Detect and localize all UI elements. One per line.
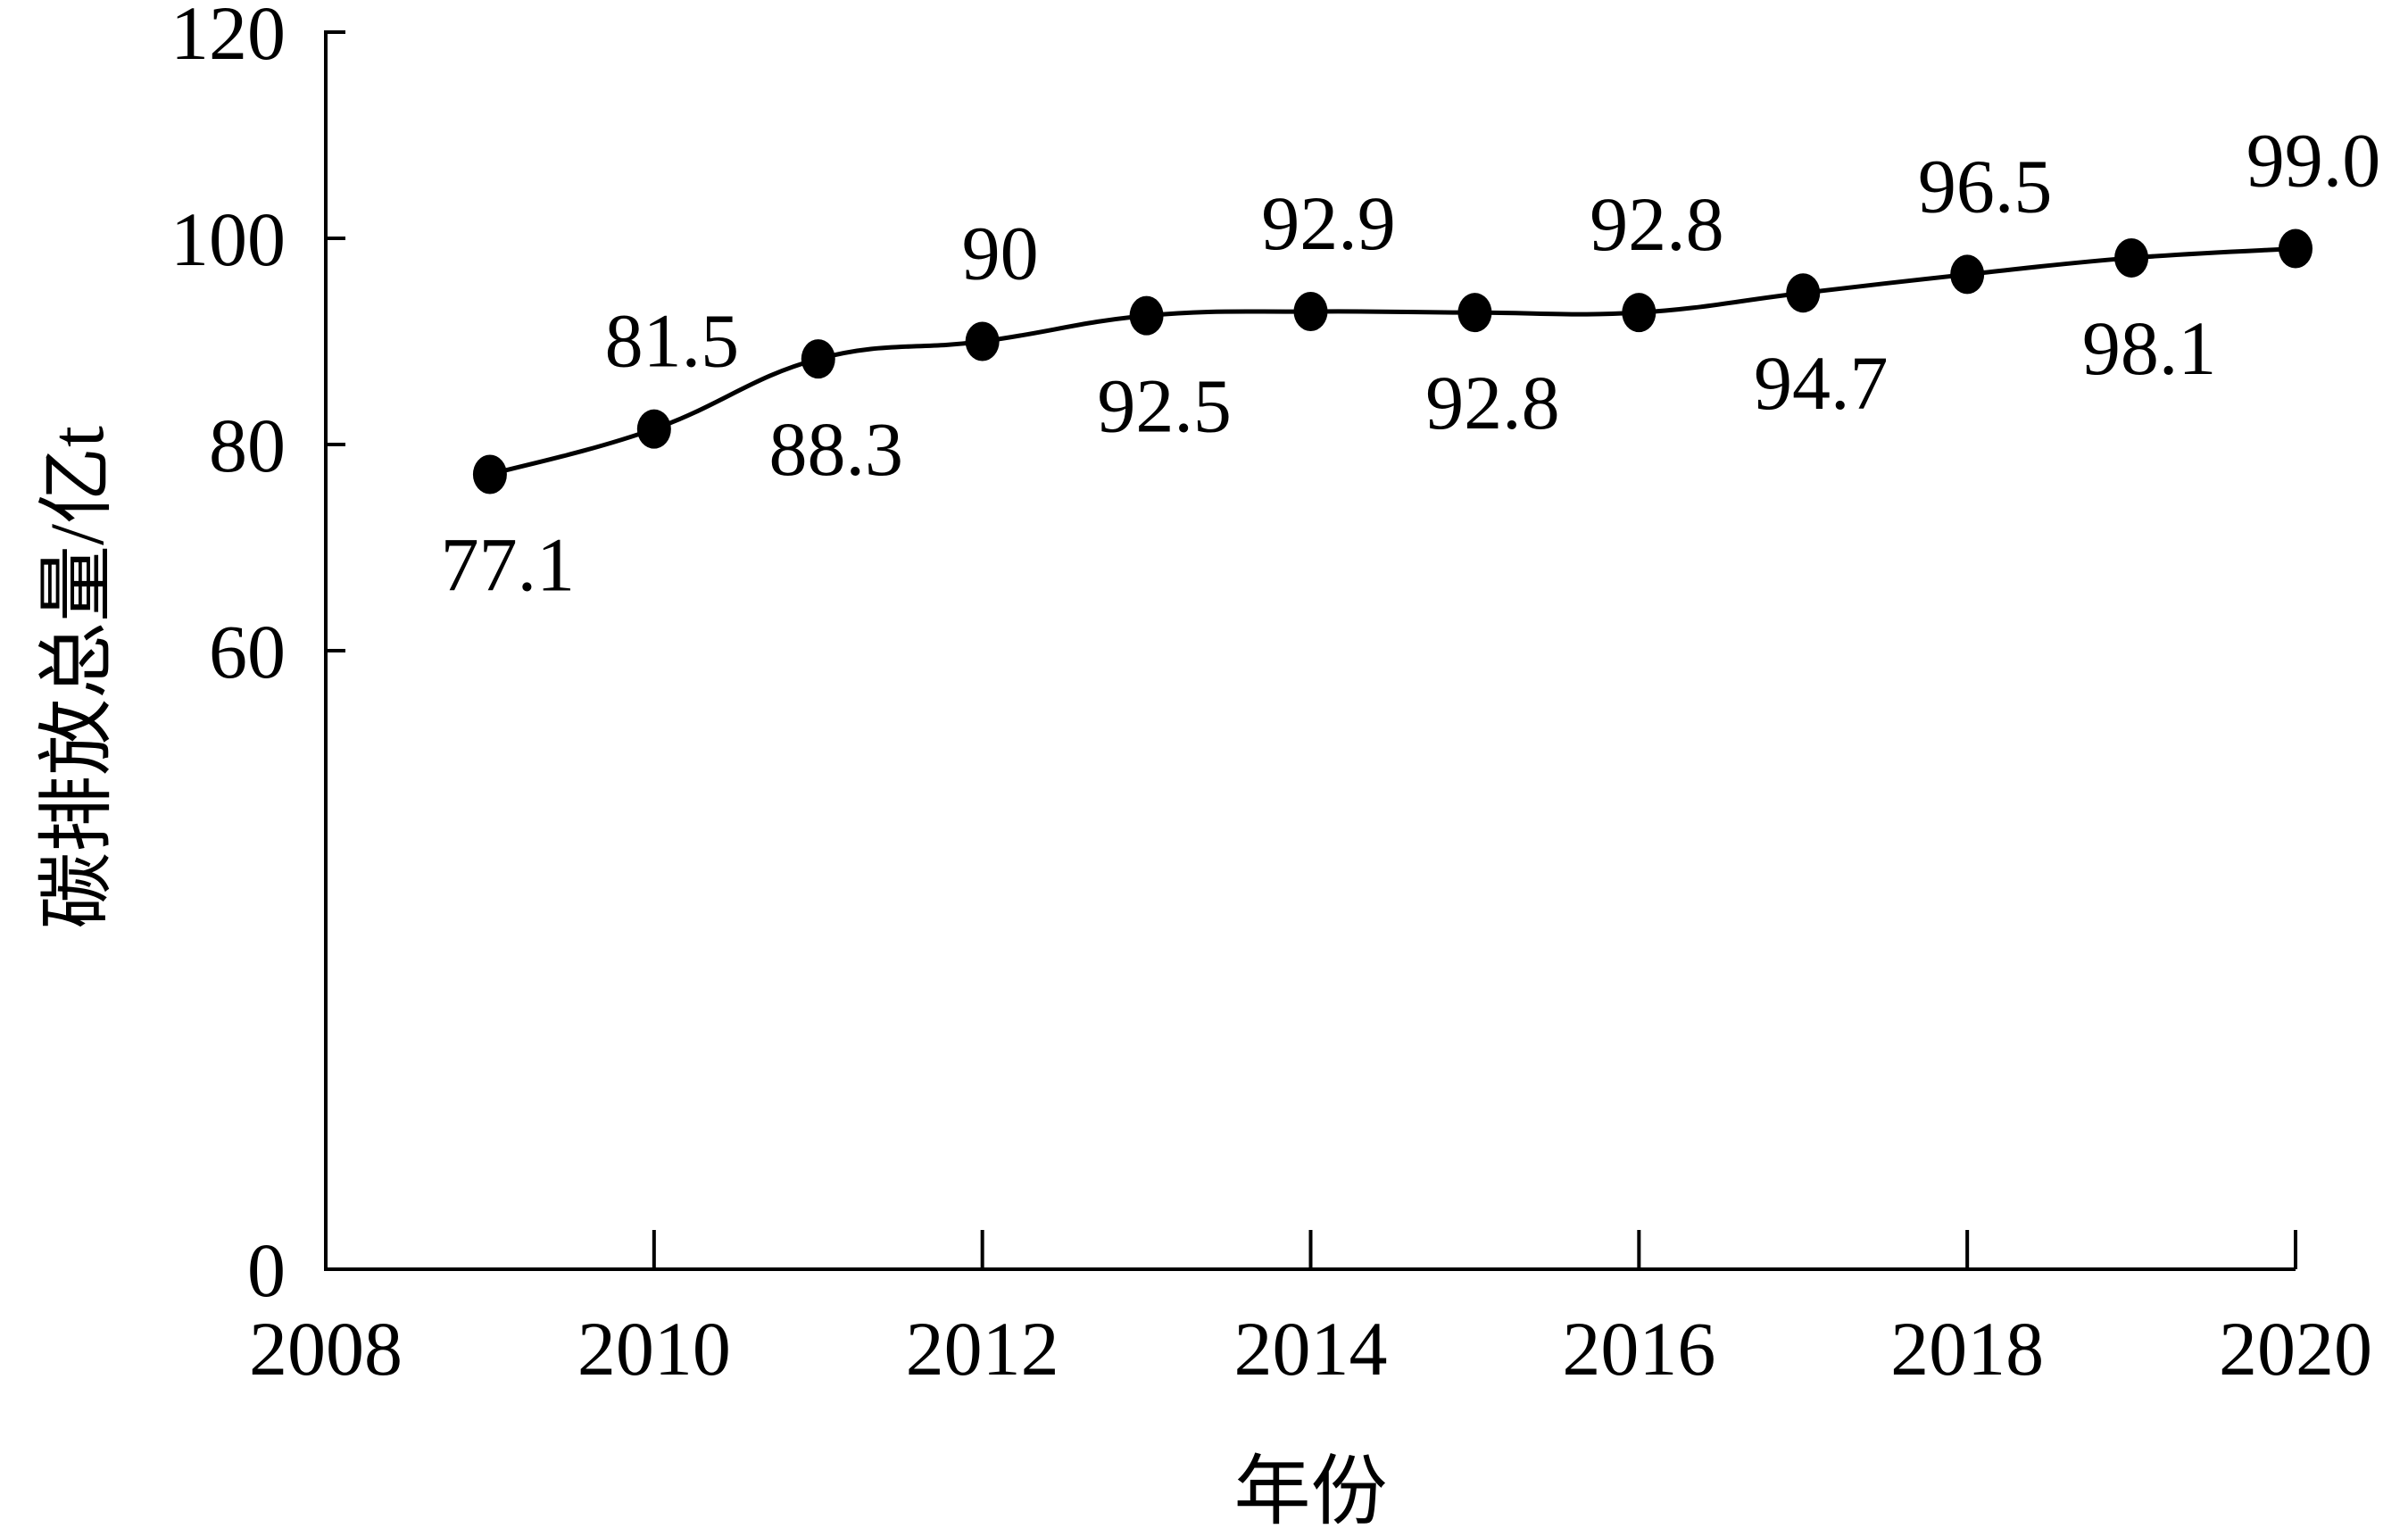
x-tick-label: 2016	[1562, 1306, 1715, 1392]
data-label-2017: 94.7	[1754, 340, 1889, 426]
x-tick-label: 2018	[1890, 1306, 2044, 1392]
y-tick-label: 100	[170, 196, 286, 282]
data-point-2010	[636, 409, 671, 449]
data-label-2009: 77.1	[441, 521, 576, 607]
x-axis-ticks: 2008 2010 2012 2014 2016 2018 2020	[249, 1230, 2372, 1392]
data-point-2020	[2279, 228, 2313, 269]
data-point-2019	[2114, 237, 2149, 278]
data-label-2011: 88.3	[769, 406, 904, 492]
y-tick-label: 80	[209, 403, 286, 488]
data-label-2013: 92.5	[1097, 363, 1232, 449]
y-tick-label: 120	[170, 0, 286, 76]
series-line	[489, 246, 2296, 477]
x-tick-label: 2010	[577, 1306, 731, 1392]
data-label-2020: 99.0	[2246, 118, 2381, 204]
data-labels: 77.1 81.5 88.3 90 92.5 92.9 92.8 92.8 94.7 96.5 98…	[441, 118, 2381, 608]
data-point-2017	[1786, 273, 1821, 313]
data-point-2009	[472, 454, 507, 494]
data-point-2016	[1622, 293, 1657, 333]
x-tick-label: 2020	[2219, 1306, 2372, 1392]
data-point-2014	[1293, 292, 1328, 332]
data-label-2016: 92.8	[1590, 181, 1724, 267]
data-point-2015	[1457, 293, 1492, 333]
data-point-2012	[965, 321, 1000, 361]
series-group	[489, 246, 2296, 477]
data-points	[472, 228, 2313, 494]
data-label-2012: 90	[962, 211, 1039, 296]
data-point-2013	[1129, 295, 1164, 336]
data-point-2018	[1950, 254, 1985, 295]
y-tick-label: 0	[247, 1227, 286, 1313]
x-axis-title: 年份	[1234, 1449, 1388, 1534]
data-label-2014: 92.9	[1261, 180, 1396, 266]
y-tick-label: 60	[209, 609, 286, 694]
data-label-2010: 81.5	[605, 298, 740, 384]
x-tick-label: 2008	[249, 1306, 403, 1392]
data-label-2018: 96.5	[1918, 143, 2053, 228]
x-tick-label: 2014	[1234, 1306, 1388, 1392]
y-axis-ticks: 0 60 80 100 120	[170, 0, 345, 1313]
y-axis-title: 碳排放总量/亿t	[34, 426, 120, 929]
data-point-2011	[801, 339, 835, 379]
data-label-2019: 98.1	[2082, 305, 2217, 391]
data-label-2015: 92.8	[1425, 360, 1560, 445]
x-tick-label: 2012	[906, 1306, 1059, 1392]
